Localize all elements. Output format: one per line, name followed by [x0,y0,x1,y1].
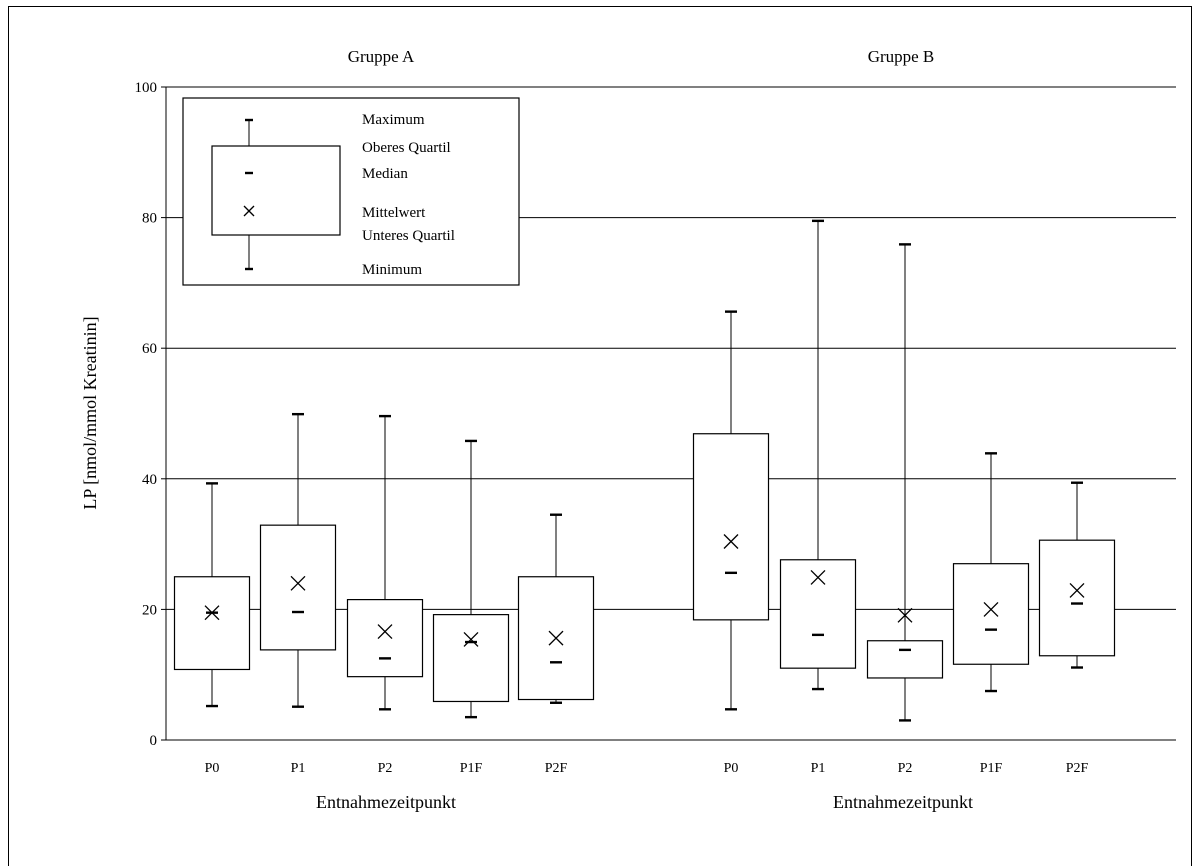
mean-mark-b-group-b-p1 [810,569,826,585]
mean-mark-b-group-a-p2f [548,630,564,646]
mean-mark-b-group-b-p0 [723,534,739,549]
mean-mark-b-group-a-p0 [204,605,220,621]
legend-mean-mark [243,205,255,217]
y-tick-label-80: 80 [142,211,157,227]
box-group-a-p1 [259,412,337,708]
iqr-box-group-b-p2 [866,640,944,679]
mean-mark-b-group-b-p2 [897,607,913,623]
legend: Maximum Oberes Quartil Median Mittelwert… [182,97,520,286]
x-tick-label-group-a-p1: P1 [291,761,306,776]
box-group-b-p2 [866,243,944,722]
y-tick-label-100: 100 [135,80,158,96]
box-group-b-p1f [952,452,1030,693]
mean-mark-b-group-b-p2f [1069,583,1085,598]
group-title-a: Gruppe A [348,47,415,66]
mean-mark-b-group-a-p1 [290,575,306,591]
x-tick-label-group-b-p1f: P1F [980,761,1003,776]
mean-mark-b-group-a-p1f [463,631,479,647]
y-tick-label-40: 40 [142,472,157,488]
legend-frame [182,97,520,286]
figure-frame [8,6,1192,866]
x-tick-label-group-b-p1: P1 [811,761,826,776]
group-title-b: Gruppe B [868,47,935,66]
legend-label-lower-quartile: Unteres Quartil [362,228,455,244]
iqr-box-group-b-p0 [692,433,770,621]
iqr-box-group-b-p2f [1038,539,1116,657]
iqr-box-group-b-p1f [952,563,1030,665]
y-tick-label-0: 0 [150,733,158,749]
x-axis-title-b: Entnahmezeitpunkt [833,792,973,812]
legend-box [211,145,341,236]
legend-label-maximum: Maximum [362,112,425,128]
iqr-box-group-a-p1 [259,524,337,651]
x-tick-label-group-a-p0: P0 [205,761,220,776]
boxes [173,219,1116,722]
x-tick-label-group-a-p1f: P1F [460,761,483,776]
mean-mark-b-group-a-p2 [377,624,393,640]
axes: 0 20 40 60 80 100 P0 P1 P2 P1F P2F P0 P1 P2 P1F P2F [135,80,1176,776]
legend-label-mean: Mittelwert [362,205,426,221]
x-tick-label-group-b-p2: P2 [898,761,913,776]
box-group-b-p0 [692,310,770,711]
legend-label-median: Median [362,166,408,182]
x-tick-label-group-a-p2: P2 [378,761,393,776]
x-tick-label-group-b-p2f: P2F [1066,761,1089,776]
y-tick-label-20: 20 [142,602,157,618]
legend-label-minimum: Minimum [362,262,422,278]
box-group-a-p0 [173,482,251,708]
boxplot-chart: 0 20 40 60 80 100 P0 P1 P2 P1F P2F P0 P1 P2 P1F P2F Gru… [80,47,1176,812]
box-group-b-p2f [1038,481,1116,669]
box-group-a-p2 [346,414,424,711]
iqr-box-group-a-p0 [173,576,251,671]
iqr-box-group-a-p2 [346,599,424,678]
box-group-a-p2f [517,513,595,704]
x-tick-label-group-b-p0: P0 [724,761,739,776]
y-axis-title: LP [nmol/mmol Kreatinin] [80,316,100,509]
y-tick-label-60: 60 [142,341,157,357]
iqr-box-group-b-p1 [779,559,857,669]
x-tick-label-group-a-p2f: P2F [545,761,568,776]
x-axis-title-a: Entnahmezeitpunkt [316,792,456,812]
iqr-box-group-a-p1f [432,614,510,703]
box-group-b-p1 [779,219,857,691]
legend-label-upper-quartile: Oberes Quartil [362,140,451,156]
box-group-a-p1f [432,439,510,719]
mean-mark-b-group-b-p1f [983,601,999,617]
